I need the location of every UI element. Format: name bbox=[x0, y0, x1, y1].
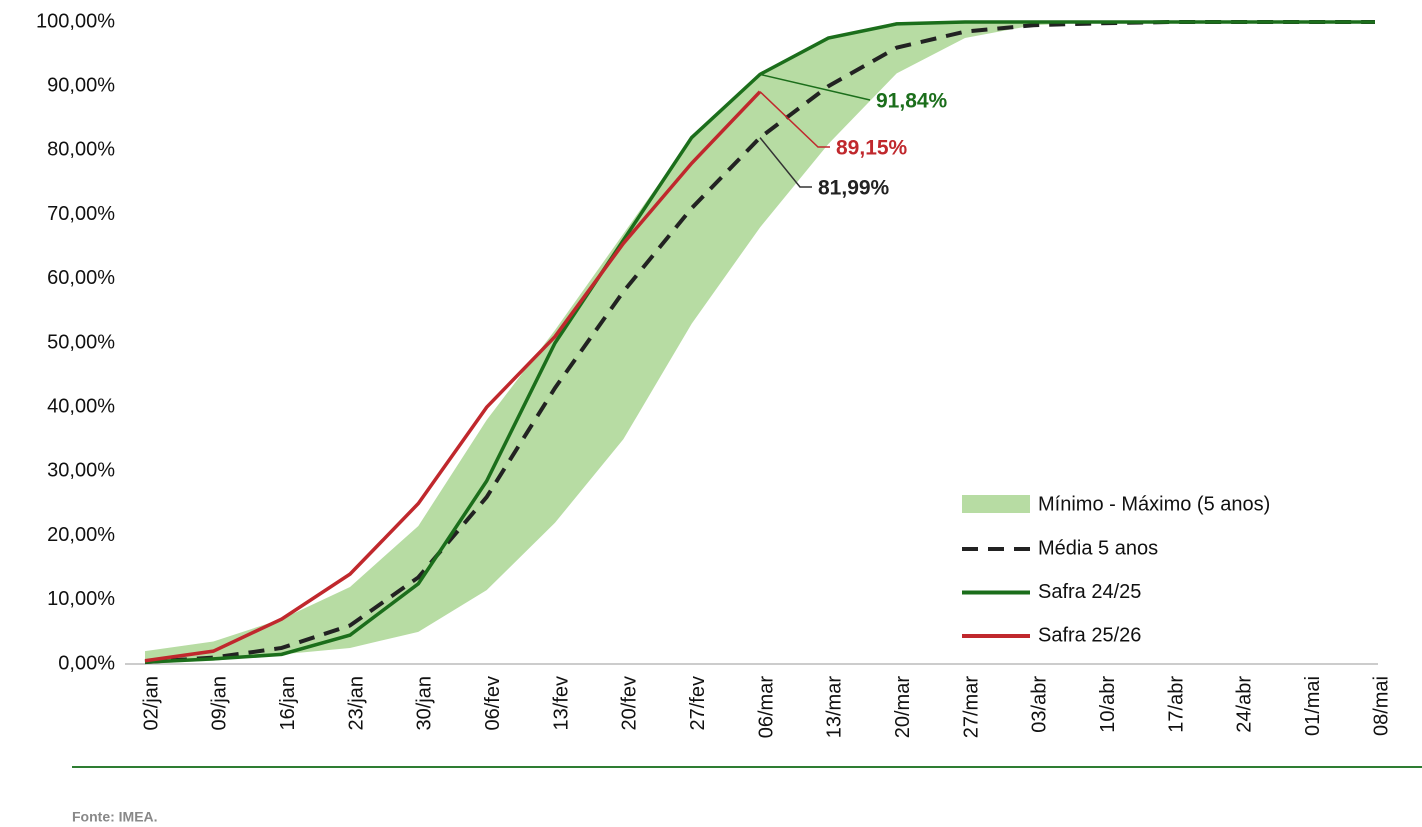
x-tick-label: 09/jan bbox=[209, 676, 231, 731]
x-tick-label: 03/abr bbox=[1029, 676, 1051, 733]
x-tick-label: 10/abr bbox=[1097, 676, 1119, 733]
x-tick-label: 13/fev bbox=[550, 676, 572, 730]
x-tick-label: 24/abr bbox=[1234, 676, 1256, 733]
x-tick-label: 06/mar bbox=[755, 676, 777, 739]
y-tick-label: 0,00% bbox=[58, 652, 115, 674]
min-max-band bbox=[145, 22, 1375, 664]
x-tick-label: 30/jan bbox=[414, 676, 436, 731]
value-label: 91,84% bbox=[876, 90, 948, 113]
series-line bbox=[144, 90, 762, 663]
x-tick-label: 20/fev bbox=[619, 676, 641, 730]
y-tick-label: 70,00% bbox=[47, 203, 115, 225]
x-tick-label: 08/mai bbox=[1370, 676, 1392, 736]
y-tick-label: 10,00% bbox=[47, 588, 115, 610]
y-tick-label: 90,00% bbox=[47, 74, 115, 96]
x-tick-label: 17/abr bbox=[1165, 676, 1187, 733]
x-tick-label: 01/mai bbox=[1302, 676, 1324, 736]
annotation-leader bbox=[759, 73, 871, 101]
legend-label: Safra 25/26 bbox=[1038, 624, 1141, 646]
x-tick-label: 27/mar bbox=[960, 676, 982, 739]
legend-label: Mínimo - Máximo (5 anos) bbox=[1038, 493, 1270, 515]
annotation-leader bbox=[759, 91, 830, 148]
x-tick-label: 27/fev bbox=[687, 676, 709, 730]
x-tick-label: 20/mar bbox=[892, 676, 914, 739]
value-label: 89,15% bbox=[836, 137, 908, 160]
legend-swatch bbox=[962, 495, 1030, 513]
y-tick-label: 40,00% bbox=[47, 395, 115, 417]
y-tick-label: 60,00% bbox=[47, 267, 115, 289]
annotation-leader bbox=[759, 137, 812, 188]
x-tick-label: 23/jan bbox=[345, 676, 367, 731]
y-tick-label: 80,00% bbox=[47, 139, 115, 161]
x-tick-label: 13/mar bbox=[824, 676, 846, 739]
x-tick-label: 16/jan bbox=[277, 676, 299, 731]
y-tick-label: 30,00% bbox=[47, 460, 115, 482]
y-tick-label: 100,00% bbox=[36, 10, 115, 32]
legend-label: Safra 24/25 bbox=[1038, 581, 1141, 603]
legend-label: Média 5 anos bbox=[1038, 537, 1158, 559]
value-label: 81,99% bbox=[818, 177, 890, 200]
source: Fonte: IMEA. bbox=[72, 809, 158, 825]
y-tick-label: 50,00% bbox=[47, 331, 115, 353]
x-tick-label: 02/jan bbox=[140, 676, 162, 731]
y-tick-label: 20,00% bbox=[47, 524, 115, 546]
series-line bbox=[144, 20, 1375, 665]
x-tick-label: 06/fev bbox=[482, 676, 504, 730]
